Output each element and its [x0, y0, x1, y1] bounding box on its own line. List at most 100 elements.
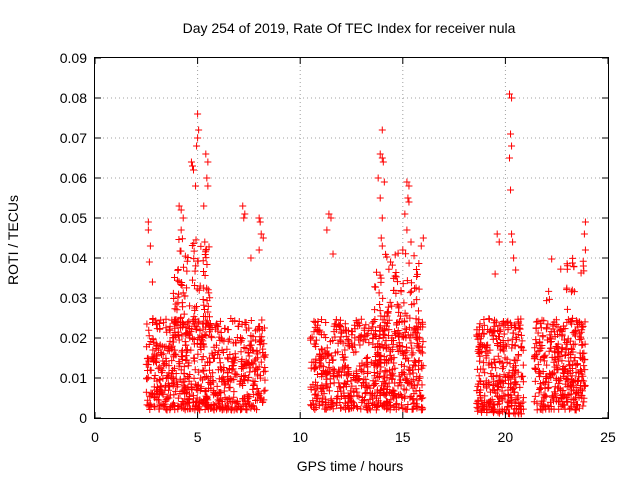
- data-point: [251, 327, 259, 335]
- data-point: [505, 372, 513, 380]
- data-point: [326, 338, 334, 346]
- data-point: [260, 387, 268, 395]
- data-points: [142, 90, 589, 418]
- data-point: [512, 333, 520, 341]
- data-point: [194, 350, 202, 358]
- data-point: [419, 362, 427, 370]
- data-point: [478, 396, 486, 404]
- data-point: [550, 369, 558, 377]
- data-point: [322, 371, 330, 379]
- data-point: [200, 301, 208, 309]
- data-point: [555, 357, 563, 365]
- data-point: [548, 255, 556, 263]
- data-point: [572, 389, 580, 397]
- data-point: [559, 322, 567, 330]
- data-point: [241, 210, 249, 218]
- data-point: [395, 302, 403, 310]
- data-point: [231, 399, 239, 407]
- data-point: [158, 367, 166, 375]
- data-point: [186, 392, 194, 400]
- data-point: [259, 345, 267, 353]
- data-point: [163, 393, 171, 401]
- data-point: [152, 321, 160, 329]
- data-point: [162, 396, 170, 404]
- data-point: [416, 393, 424, 401]
- data-point: [399, 280, 407, 288]
- data-point: [506, 360, 514, 368]
- data-point: [311, 406, 319, 414]
- data-point: [382, 337, 390, 345]
- data-point: [415, 285, 423, 293]
- data-point: [393, 319, 401, 327]
- data-point: [257, 358, 265, 366]
- data-point: [348, 404, 356, 412]
- data-point: [369, 323, 377, 331]
- data-point: [478, 348, 486, 356]
- data-point: [352, 385, 360, 393]
- data-point: [407, 339, 415, 347]
- data-point: [496, 346, 504, 354]
- data-point: [413, 333, 421, 341]
- data-point: [387, 258, 395, 266]
- data-point: [368, 391, 376, 399]
- data-point: [168, 357, 176, 365]
- data-point: [391, 331, 399, 339]
- data-point: [556, 352, 564, 360]
- data-point: [343, 372, 351, 380]
- data-point: [536, 356, 544, 364]
- data-point: [347, 387, 355, 395]
- data-point: [551, 333, 559, 341]
- data-point: [144, 218, 152, 226]
- data-point: [175, 236, 183, 244]
- data-point: [260, 324, 268, 332]
- data-point: [565, 357, 573, 365]
- y-axis: 0 0.01 0.02 0.03 0.04 0.05 0.06 0.07 0.08 0.09: [60, 50, 608, 426]
- data-point: [509, 329, 517, 337]
- data-point: [174, 394, 182, 402]
- data-point: [312, 378, 320, 386]
- y-axis-title: ROTI / TECUs: [5, 195, 21, 285]
- data-point: [407, 279, 415, 287]
- data-point: [573, 360, 581, 368]
- data-point: [173, 377, 181, 385]
- data-point: [256, 374, 264, 382]
- data-point: [490, 409, 498, 417]
- data-point: [405, 366, 413, 374]
- data-point: [206, 313, 214, 321]
- data-point: [512, 395, 520, 403]
- data-point: [519, 378, 527, 386]
- data-point: [403, 343, 411, 351]
- data-point: [378, 154, 386, 162]
- data-point: [559, 401, 567, 409]
- data-point: [177, 353, 185, 361]
- data-point: [245, 361, 253, 369]
- data-point: [371, 372, 379, 380]
- data-point: [546, 344, 554, 352]
- data-point: [173, 276, 181, 284]
- data-point: [319, 363, 327, 371]
- data-point: [249, 360, 257, 368]
- data-point: [395, 372, 403, 380]
- data-point: [373, 268, 381, 276]
- data-point: [512, 381, 520, 389]
- data-point: [181, 406, 189, 414]
- data-point: [403, 312, 411, 320]
- data-point: [373, 394, 381, 402]
- data-point: [534, 329, 542, 337]
- data-point: [185, 398, 193, 406]
- data-point: [182, 384, 190, 392]
- data-point: [410, 357, 418, 365]
- data-point: [474, 335, 482, 343]
- data-point: [503, 358, 511, 366]
- data-point: [307, 401, 315, 409]
- data-point: [571, 340, 579, 348]
- data-point: [579, 402, 587, 410]
- data-point: [419, 338, 427, 346]
- data-point: [550, 397, 558, 405]
- data-point: [344, 392, 352, 400]
- data-point: [202, 387, 210, 395]
- data-point: [489, 373, 497, 381]
- data-point: [193, 142, 201, 150]
- data-point: [144, 396, 152, 404]
- data-point: [371, 352, 379, 360]
